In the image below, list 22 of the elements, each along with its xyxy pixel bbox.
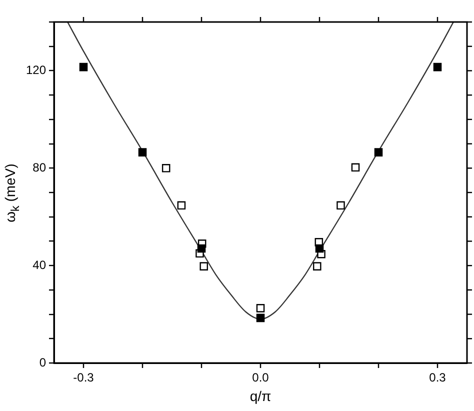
point: [315, 244, 324, 253]
y-tick-label: 40: [32, 258, 46, 272]
y-tick-label: 120: [26, 63, 46, 78]
point: [374, 148, 383, 156]
x-tick-label: 0.0: [252, 370, 270, 385]
point: [256, 314, 265, 322]
point: [200, 262, 208, 270]
point: [162, 164, 170, 172]
point: [256, 304, 265, 312]
point: [433, 62, 442, 72]
point: [197, 244, 206, 253]
point: [313, 262, 322, 270]
point: [336, 201, 345, 210]
x-tick-label: -0.3: [73, 370, 94, 385]
point: [138, 148, 147, 156]
y-tick-label: 0: [39, 355, 46, 370]
point: [79, 62, 88, 72]
point: [177, 201, 186, 210]
point: [351, 163, 360, 172]
x-axis-title: q/π: [250, 388, 272, 404]
y-tick-label: 80: [32, 160, 46, 174]
x-tick-label: 0.3: [429, 370, 446, 385]
